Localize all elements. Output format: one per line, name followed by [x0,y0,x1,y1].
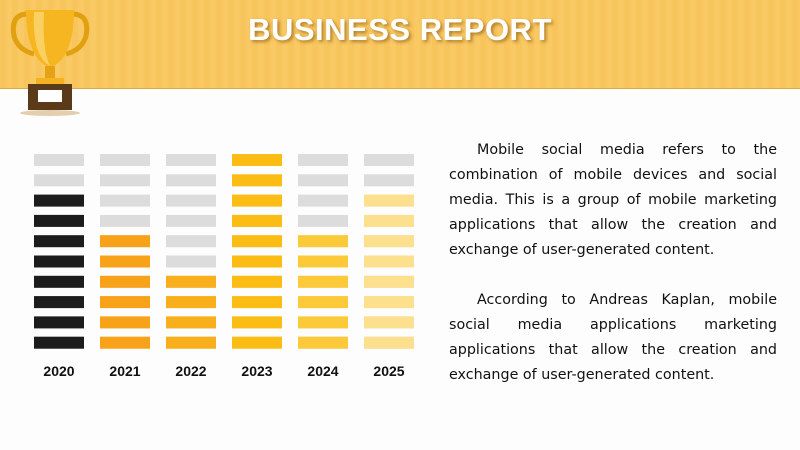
title: BUSINESS REPORT [248,12,552,47]
empty-block [34,154,84,166]
header-band: BUSINESS REPORT [0,0,800,89]
trophy-icon [10,10,90,116]
paragraph: Mobile social media refers to the combin… [449,142,777,258]
empty-block [364,154,414,166]
bar-block [34,255,84,268]
bar-block [100,336,150,349]
x-tick-label: 2025 [373,363,404,379]
bar [232,154,282,349]
bar-block [166,316,216,329]
bar-block [166,296,216,309]
bar-block [364,235,414,248]
bar-block [298,336,348,349]
bar-block [232,275,282,288]
bar-block [100,255,150,268]
bar-block [232,235,282,248]
bar-block [232,316,282,329]
bar-block [364,194,414,207]
bar-block [232,154,282,166]
bar-block [166,275,216,288]
bar-block [34,316,84,329]
bar-block [364,214,414,227]
bar-block [100,235,150,248]
bar-block [34,275,84,288]
bar-block [100,316,150,329]
bar-block [364,316,414,329]
paragraph: According to Andreas Kaplan, mobile soci… [449,292,777,383]
empty-block [364,174,414,187]
empty-block [34,174,84,187]
empty-block [166,235,216,248]
bar-block [298,235,348,248]
bar-block [298,296,348,309]
bar-block [34,336,84,349]
bar [34,194,84,349]
empty-block [166,255,216,268]
empty-block [166,214,216,227]
bar-block [364,275,414,288]
empty-block [100,154,150,166]
empty-block [100,214,150,227]
empty-block [298,154,348,166]
bar-block [34,194,84,207]
empty-block [166,154,216,166]
x-tick-label: 2023 [241,363,272,379]
bar [364,194,414,349]
bar-block [364,296,414,309]
chart: 2020 2021 2022 2023 2024 2025 [34,154,414,379]
empty-block [166,174,216,187]
bar-block [34,214,84,227]
bar-block [298,316,348,329]
bar-block [100,296,150,309]
bar [298,235,348,349]
bar-block [34,235,84,248]
bar-block [232,174,282,187]
bar-block [166,336,216,349]
bar-block [298,275,348,288]
empty-block [298,194,348,207]
bar [166,275,216,349]
bar-block [364,336,414,349]
bar-block [232,296,282,309]
bar-block [100,275,150,288]
bar-block [298,255,348,268]
bar-block [232,214,282,227]
bar-block [34,296,84,309]
x-tick-label: 2024 [307,363,338,379]
empty-block [100,194,150,207]
x-tick-label: 2022 [175,363,206,379]
empty-block [298,174,348,187]
empty-block [100,174,150,187]
x-tick-label: 2021 [109,363,140,379]
empty-block [166,194,216,207]
x-tick-label: 2020 [43,363,74,379]
empty-block [298,214,348,227]
bar-block [232,194,282,207]
bar-block [232,336,282,349]
bar-block [232,255,282,268]
bar-block [364,255,414,268]
bar [100,235,150,349]
